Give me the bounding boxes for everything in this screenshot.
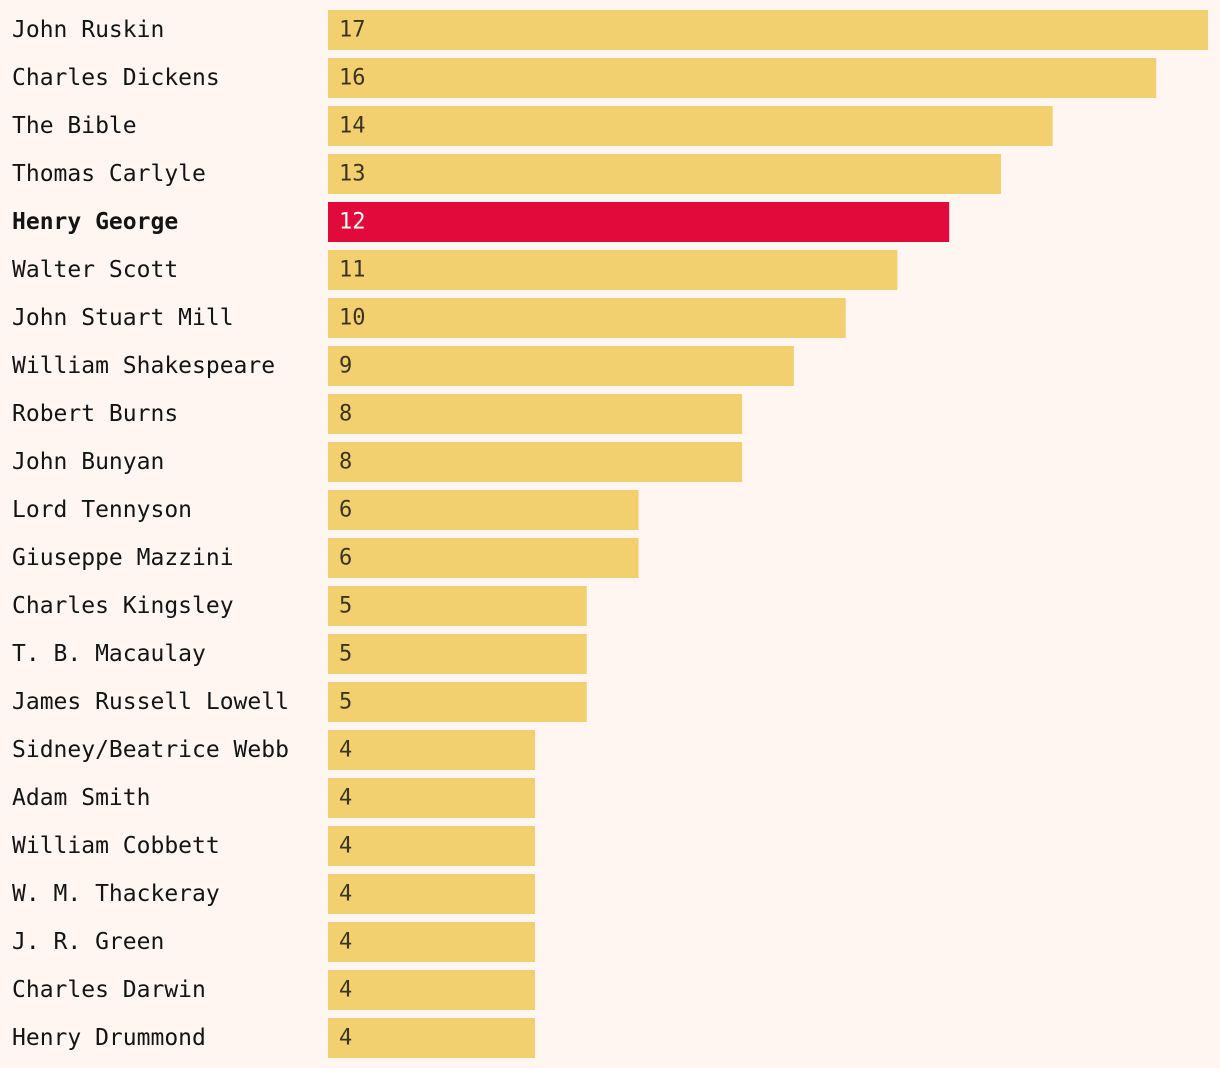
value-label-j-r-green: 4	[339, 930, 352, 955]
value-label-adam-smith: 4	[339, 786, 352, 811]
bar-john-ruskin	[328, 10, 1208, 50]
value-label-henry-drummond: 4	[339, 1026, 352, 1051]
value-label-w-m-thackeray: 4	[339, 882, 352, 907]
bar-william-shakespeare	[328, 346, 794, 386]
bar-charles-kingsley	[328, 586, 587, 626]
bar-giuseppe-mazzini	[328, 538, 639, 578]
category-label-william-cobbett: William Cobbett	[12, 833, 220, 859]
bar-john-bunyan	[328, 442, 743, 482]
category-label-w-m-thackeray: W. M. Thackeray	[12, 881, 220, 907]
value-label-charles-kingsley: 5	[339, 594, 352, 619]
value-label-john-stuart-mill: 10	[339, 306, 366, 331]
value-label-the-bible: 14	[339, 114, 366, 139]
category-label-sidney-beatrice-webb: Sidney/Beatrice Webb	[12, 737, 289, 763]
category-label-j-r-green: J. R. Green	[12, 929, 164, 955]
value-label-john-ruskin: 17	[339, 18, 366, 43]
category-label-charles-kingsley: Charles Kingsley	[12, 593, 234, 619]
category-label-walter-scott: Walter Scott	[12, 257, 178, 283]
category-label-lord-tennyson: Lord Tennyson	[12, 497, 192, 523]
bar-henry-george	[328, 202, 950, 242]
bar-lord-tennyson	[328, 490, 639, 530]
bars	[328, 10, 1208, 1058]
value-label-giuseppe-mazzini: 6	[339, 546, 352, 571]
value-label-walter-scott: 11	[339, 258, 366, 283]
bar-james-russell-lowell	[328, 682, 587, 722]
category-label-charles-dickens: Charles Dickens	[12, 65, 220, 91]
bar-robert-burns	[328, 394, 743, 434]
category-label-the-bible: The Bible	[12, 113, 137, 139]
category-label-john-bunyan: John Bunyan	[12, 449, 164, 475]
category-label-william-shakespeare: William Shakespeare	[12, 353, 275, 379]
bar-charles-dickens	[328, 58, 1157, 98]
category-label-james-russell-lowell: James Russell Lowell	[12, 689, 289, 715]
bar-thomas-carlyle	[328, 154, 1001, 194]
value-label-john-bunyan: 8	[339, 450, 352, 475]
bar-henry-drummond	[328, 1018, 536, 1058]
value-label-sidney-beatrice-webb: 4	[339, 738, 352, 763]
category-label-adam-smith: Adam Smith	[12, 785, 150, 811]
category-label-john-ruskin: John Ruskin	[12, 17, 164, 43]
bar-t-b-macaulay	[328, 634, 587, 674]
category-label-robert-burns: Robert Burns	[12, 401, 178, 427]
bar-w-m-thackeray	[328, 874, 536, 914]
value-labels: 17 16 14 13 12 11 10 9 8 8 6 6 5 5 5 4 4 4 4 4 4 4	[339, 18, 366, 1051]
category-labels: John Ruskin Charles Dickens The Bible Thoma…	[12, 17, 289, 1051]
bar-william-cobbett	[328, 826, 536, 866]
category-label-t-b-macaulay: T. B. Macaulay	[12, 641, 206, 667]
value-label-william-shakespeare: 9	[339, 354, 352, 379]
category-label-henry-george: Henry George	[12, 209, 178, 235]
category-label-henry-drummond: Henry Drummond	[12, 1025, 206, 1051]
value-label-henry-george: 12	[339, 210, 366, 235]
category-label-john-stuart-mill: John Stuart Mill	[12, 305, 234, 331]
bar-sidney-beatrice-webb	[328, 730, 536, 770]
category-label-giuseppe-mazzini: Giuseppe Mazzini	[12, 545, 234, 571]
bar-charles-darwin	[328, 970, 536, 1010]
value-label-t-b-macaulay: 5	[339, 642, 352, 667]
bar-walter-scott	[328, 250, 898, 290]
bar-john-stuart-mill	[328, 298, 846, 338]
bar-the-bible	[328, 106, 1053, 146]
value-label-charles-dickens: 16	[339, 66, 366, 91]
value-label-james-russell-lowell: 5	[339, 690, 352, 715]
bar-j-r-green	[328, 922, 536, 962]
value-label-robert-burns: 8	[339, 402, 352, 427]
category-label-thomas-carlyle: Thomas Carlyle	[12, 161, 206, 187]
value-label-thomas-carlyle: 13	[339, 162, 366, 187]
value-label-charles-darwin: 4	[339, 978, 352, 1003]
bar-adam-smith	[328, 778, 536, 818]
value-label-william-cobbett: 4	[339, 834, 352, 859]
value-label-lord-tennyson: 6	[339, 498, 352, 523]
category-label-charles-darwin: Charles Darwin	[12, 977, 206, 1003]
